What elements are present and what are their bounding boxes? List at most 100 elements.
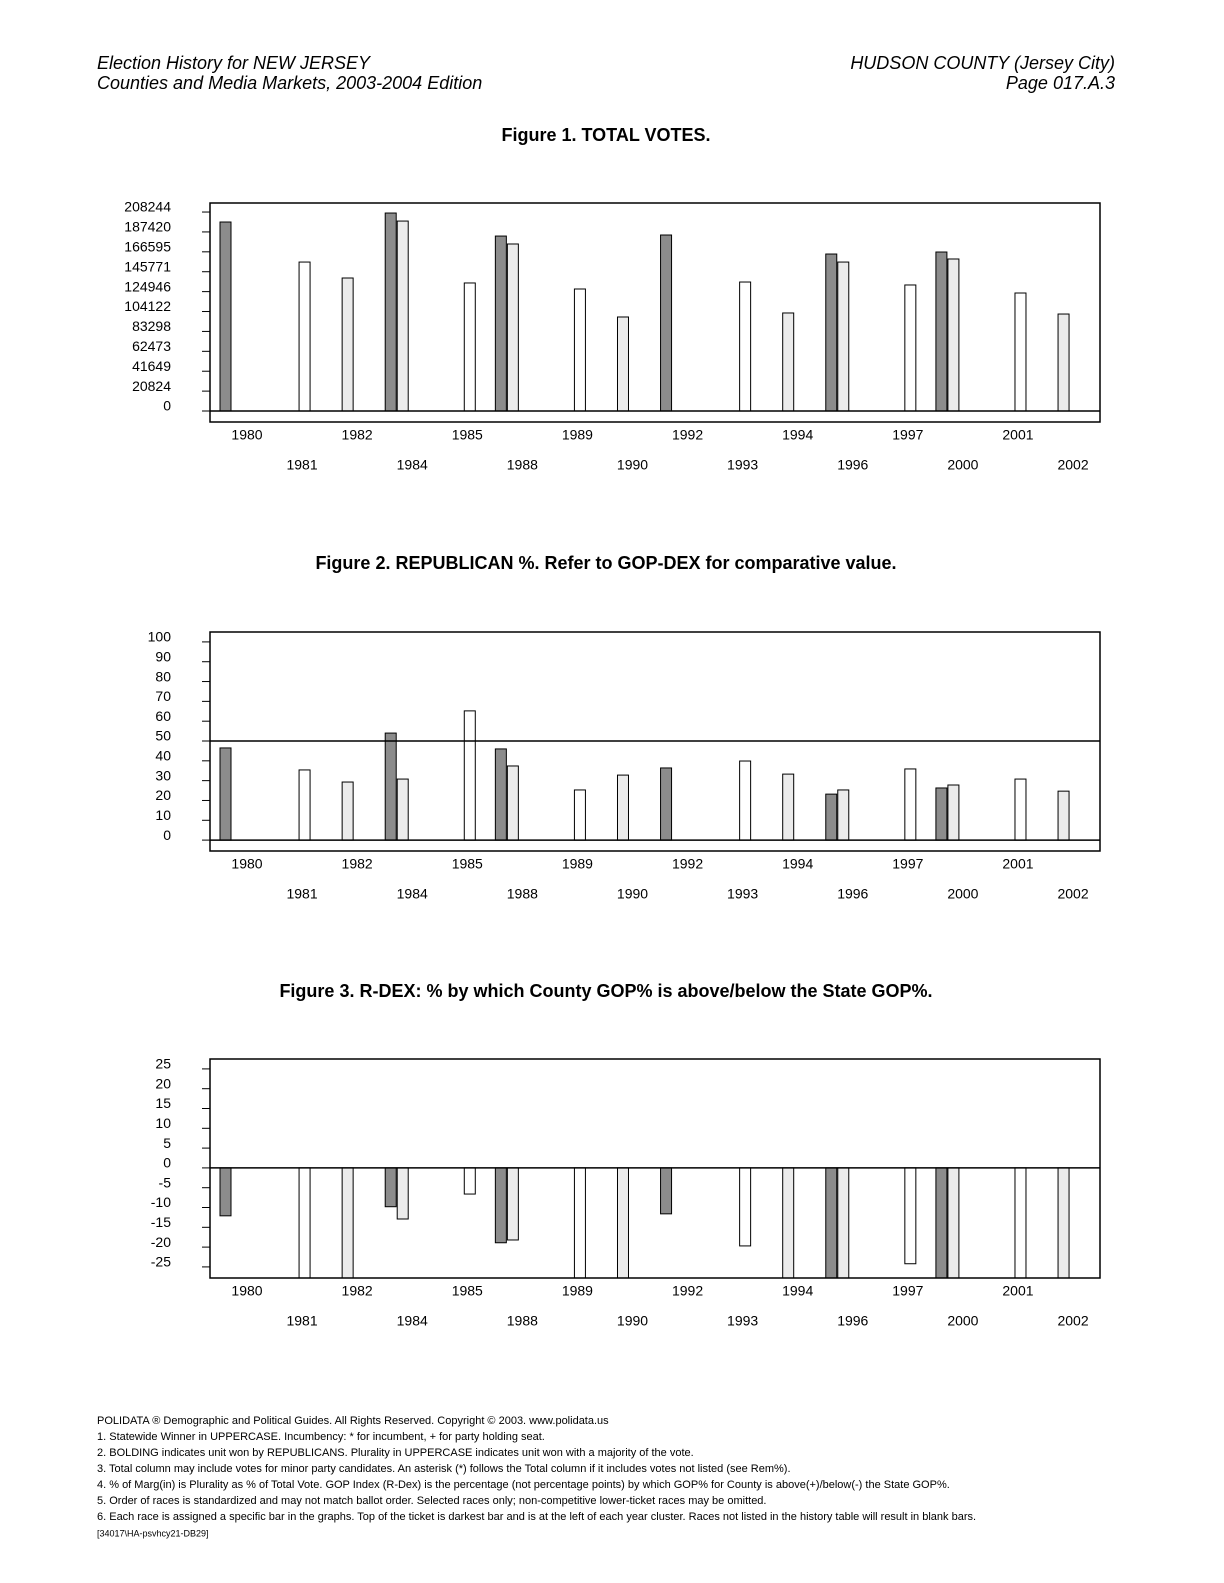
y-tick-label: 0 bbox=[163, 1155, 171, 1171]
x-tick-label: 1982 bbox=[342, 427, 373, 443]
y-tick-label: -25 bbox=[151, 1254, 171, 1270]
x-tick-label: 1994 bbox=[782, 427, 813, 443]
bars bbox=[219, 212, 1070, 412]
y-tick-label: 80 bbox=[155, 668, 171, 684]
bar bbox=[739, 1167, 752, 1247]
footnote: 4. % of Marg(in) is Plurality as % of To… bbox=[97, 1479, 950, 1491]
x-tick-label: 1980 bbox=[231, 856, 262, 872]
x-tick-label: 1990 bbox=[617, 457, 648, 473]
x-tick-label: 2000 bbox=[947, 886, 978, 902]
footer-code: [34017\HA-psvhcy21-DB29] bbox=[97, 1528, 209, 1538]
y-tick-label: 90 bbox=[155, 648, 171, 664]
bar bbox=[782, 312, 795, 412]
bar bbox=[904, 768, 917, 841]
bar bbox=[739, 281, 752, 412]
y-tick-label: 83298 bbox=[132, 318, 171, 334]
x-tick-label: 1992 bbox=[672, 856, 703, 872]
x-tick-label: 1997 bbox=[892, 1283, 923, 1299]
bar bbox=[1057, 313, 1070, 412]
y-tick-label: 30 bbox=[155, 767, 171, 783]
x-tick-label: 1980 bbox=[231, 427, 262, 443]
y-tick-label: 41649 bbox=[132, 358, 171, 374]
bar bbox=[947, 258, 960, 412]
x-tick-label: 2001 bbox=[1002, 856, 1033, 872]
y-tick-label: 20824 bbox=[132, 378, 171, 394]
bar bbox=[341, 277, 354, 412]
bar bbox=[494, 235, 507, 412]
bar bbox=[660, 234, 673, 412]
y-tick-label: -10 bbox=[151, 1194, 171, 1210]
y-tick-label: 50 bbox=[155, 728, 171, 744]
bar bbox=[219, 747, 232, 841]
x-tick-label: 1997 bbox=[892, 856, 923, 872]
x-tick-label: 1993 bbox=[727, 457, 758, 473]
x-tick-label: 1984 bbox=[397, 886, 428, 902]
bar bbox=[660, 1167, 673, 1215]
bar bbox=[739, 760, 752, 841]
bar bbox=[935, 1167, 948, 1278]
bar bbox=[616, 774, 629, 841]
x-tick-label: 2001 bbox=[1002, 1283, 1033, 1299]
bar bbox=[1057, 790, 1070, 841]
y-tick-label: 15 bbox=[155, 1095, 171, 1111]
y-tick-label: 0 bbox=[163, 827, 171, 843]
footnote: 3. Total column may include votes for mi… bbox=[97, 1463, 791, 1475]
bar bbox=[616, 1167, 629, 1278]
x-tick-label: 1985 bbox=[452, 1283, 483, 1299]
x-tick-label: 1997 bbox=[892, 427, 923, 443]
y-tick-label: 70 bbox=[155, 688, 171, 704]
footnote: 1. Statewide Winner in UPPERCASE. Incumb… bbox=[97, 1431, 545, 1443]
y-tick-label: 187420 bbox=[124, 219, 171, 235]
plot-frame bbox=[209, 202, 1101, 423]
bar bbox=[573, 789, 586, 841]
bar bbox=[1014, 292, 1027, 412]
bar bbox=[494, 1167, 507, 1244]
chart-title: Figure 2. REPUBLICAN %. Refer to GOP-DEX… bbox=[315, 553, 896, 573]
footnote: 5. Order of races is standardized and ma… bbox=[97, 1495, 766, 1507]
y-tick-label: 25 bbox=[155, 1056, 171, 1072]
bar bbox=[298, 769, 311, 841]
bar bbox=[573, 1167, 586, 1278]
x-tick-label: 2001 bbox=[1002, 427, 1033, 443]
bar bbox=[384, 1167, 397, 1208]
bar bbox=[384, 732, 397, 841]
bar bbox=[947, 784, 960, 841]
bar bbox=[298, 261, 311, 412]
bar bbox=[1014, 1167, 1027, 1278]
x-tick-label: 1992 bbox=[672, 427, 703, 443]
bars bbox=[219, 1167, 1070, 1278]
y-tick-label: 208244 bbox=[124, 199, 171, 215]
x-tick-label: 1988 bbox=[507, 457, 538, 473]
footnote: 2. BOLDING indicates unit won by REPUBLI… bbox=[97, 1447, 694, 1459]
bar bbox=[494, 748, 507, 841]
y-tick-label: 124946 bbox=[124, 278, 171, 294]
bar bbox=[463, 710, 476, 841]
footnote: 6. Each race is assigned a specific bar … bbox=[97, 1511, 976, 1523]
y-tick-label: 104122 bbox=[124, 298, 171, 314]
x-tick-label: 1994 bbox=[782, 1283, 813, 1299]
bar bbox=[341, 781, 354, 841]
header-subtitle: Counties and Media Markets, 2003-2004 Ed… bbox=[97, 73, 482, 93]
x-tick-label: 1985 bbox=[452, 856, 483, 872]
bars bbox=[219, 710, 1070, 841]
bar bbox=[837, 1167, 850, 1278]
bar bbox=[947, 1167, 960, 1278]
x-tick-label: 1981 bbox=[286, 886, 317, 902]
y-tick-label: 10 bbox=[155, 1115, 171, 1131]
bar bbox=[463, 1167, 476, 1195]
y-tick-label: 10 bbox=[155, 807, 171, 823]
y-tick-label: -20 bbox=[151, 1234, 171, 1250]
chart-title: Figure 3. R-DEX: % by which County GOP% … bbox=[279, 981, 932, 1001]
bar bbox=[825, 253, 838, 412]
footnote: POLIDATA ® Demographic and Political Gui… bbox=[97, 1415, 609, 1427]
bar bbox=[396, 1167, 409, 1220]
bar bbox=[506, 243, 519, 412]
y-tick-label: 100 bbox=[148, 629, 172, 645]
header-title: Election History for NEW JERSEY bbox=[97, 53, 372, 73]
bar bbox=[341, 1167, 354, 1278]
x-tick-label: 1981 bbox=[286, 457, 317, 473]
y-tick-label: 166595 bbox=[124, 239, 171, 255]
x-tick-label: 1989 bbox=[562, 427, 593, 443]
x-tick-label: 1993 bbox=[727, 886, 758, 902]
